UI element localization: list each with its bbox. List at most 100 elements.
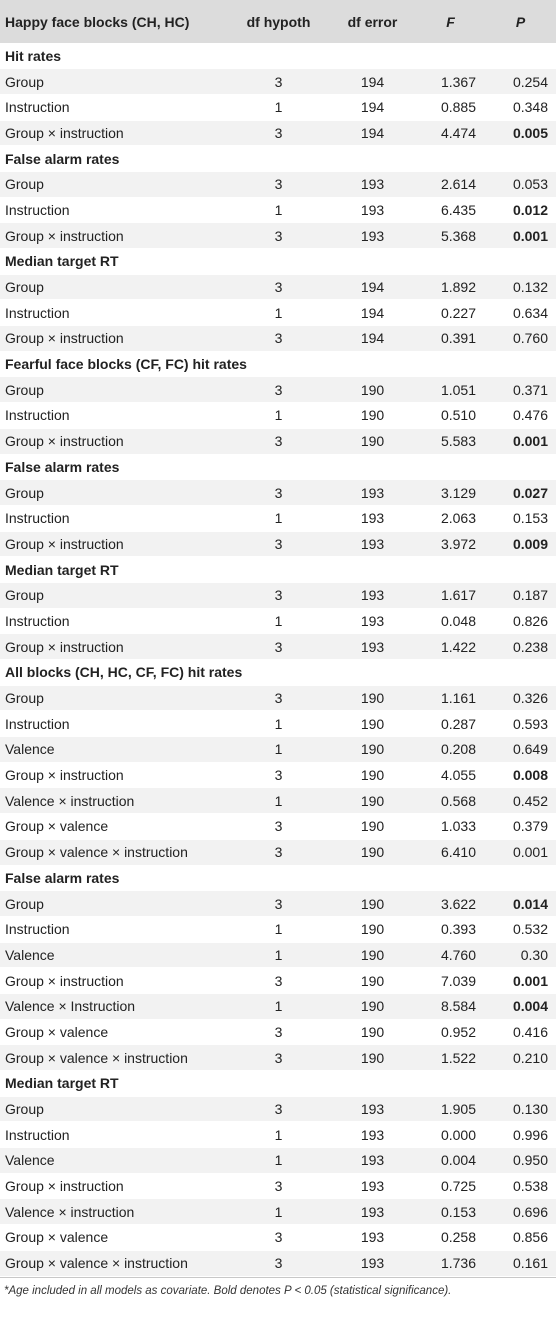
section-label: False alarm rates <box>5 869 120 886</box>
table-row: Group × instruction 3 190 5.583 0.001 <box>0 428 556 454</box>
header-f: F <box>446 13 455 30</box>
df-error-cell: 194 <box>360 330 385 347</box>
table-row: Group × valence × instruction 3 193 1.736 0.… <box>0 1250 556 1276</box>
f-value-cell: 3.972 <box>440 535 476 552</box>
df-error-cell: 190 <box>360 921 385 938</box>
effect-cell: Instruction <box>5 304 70 321</box>
effect-cell: Instruction <box>5 612 70 629</box>
table-row: Group × instruction 3 193 0.725 0.538 <box>0 1173 556 1199</box>
f-value-cell: 0.153 <box>440 1203 476 1220</box>
df-hypoth-cell: 1 <box>274 612 283 629</box>
section-label: False alarm rates <box>5 458 120 475</box>
df-error-cell: 193 <box>360 535 385 552</box>
p-value-cell: 0.187 <box>512 587 548 604</box>
table-row: Group × valence × instruction 3 190 6.410 0.… <box>0 839 556 865</box>
effect-cell: Group <box>5 587 44 604</box>
p-value-cell: 0.210 <box>512 1049 548 1066</box>
table-row: Group × instruction 3 193 5.368 0.001 <box>0 222 556 249</box>
effect-cell: Group × valence × instruction <box>5 1049 188 1066</box>
table-row: Group 3 190 1.051 0.371 <box>0 376 556 403</box>
section-label: Fearful face blocks (CF, FC) hit rates <box>5 356 247 373</box>
f-value-cell: 0.510 <box>440 407 476 424</box>
df-hypoth-cell: 3 <box>274 767 283 784</box>
section-row: False alarm rates <box>0 865 556 891</box>
table-row: Group 3 194 1.367 0.254 <box>0 68 556 95</box>
p-value-cell: 0.538 <box>512 1178 548 1195</box>
table-row: Valence × Instruction 1 190 8.584 0.004 <box>0 993 556 1020</box>
section-row: All blocks (CH, HC, CF, FC) hit rates <box>0 660 556 686</box>
table-row: Group × valence 3 193 0.258 0.856 <box>0 1225 556 1251</box>
effect-cell: Instruction <box>5 99 70 116</box>
f-value-cell: 2.063 <box>440 510 476 527</box>
f-value-cell: 8.584 <box>440 998 476 1015</box>
p-value-cell: 0.649 <box>512 741 548 758</box>
df-hypoth-cell: 3 <box>274 484 283 501</box>
effect-cell: Group × valence × instruction <box>5 1255 188 1272</box>
p-value-cell: 0.826 <box>512 612 548 629</box>
table-row: Group 3 190 3.622 0.014 <box>0 890 556 917</box>
section-row: Median target RT <box>0 557 556 583</box>
p-value-cell: 0.153 <box>512 510 548 527</box>
p-value-cell: 0.053 <box>512 176 548 193</box>
df-hypoth-cell: 3 <box>274 227 283 244</box>
table-row: Group × valence 3 190 1.033 0.379 <box>0 814 556 840</box>
effect-cell: Group × instruction <box>5 972 124 989</box>
effect-cell: Group <box>5 73 44 90</box>
table-row: Instruction 1 193 2.063 0.153 <box>0 505 556 532</box>
p-value-cell: 0.326 <box>512 690 548 707</box>
p-value-cell: 0.696 <box>512 1203 548 1220</box>
p-value-cell: 0.760 <box>512 330 548 347</box>
table-row: Group × instruction 3 194 4.474 0.005 <box>0 120 556 146</box>
df-error-cell: 190 <box>360 895 385 912</box>
f-value-cell: 0.287 <box>440 715 476 732</box>
df-error-cell: 190 <box>360 998 385 1015</box>
df-hypoth-cell: 3 <box>274 690 283 707</box>
effect-cell: Group <box>5 381 44 398</box>
df-error-cell: 193 <box>360 484 385 501</box>
p-value-cell: 0.130 <box>512 1101 548 1118</box>
df-hypoth-cell: 1 <box>274 1152 283 1169</box>
f-value-cell: 4.055 <box>440 767 476 784</box>
table-row: Instruction 1 194 0.885 0.348 <box>0 94 556 121</box>
effect-cell: Valence <box>5 946 55 963</box>
f-value-cell: 3.129 <box>440 484 476 501</box>
f-value-cell: 2.614 <box>440 176 476 193</box>
f-value-cell: 0.048 <box>440 612 476 629</box>
section-label: Median target RT <box>5 561 119 578</box>
df-error-cell: 194 <box>360 124 385 141</box>
p-value-cell: 0.254 <box>512 73 548 90</box>
table-row: Group × valence 3 190 0.952 0.416 <box>0 1019 556 1045</box>
table-footnote: *Age included in all models as covariate… <box>0 1276 556 1304</box>
table-row: Group 3 194 1.892 0.132 <box>0 274 556 300</box>
effect-cell: Valence × Instruction <box>5 998 136 1015</box>
df-error-cell: 193 <box>360 612 385 629</box>
p-value-cell: 0.009 <box>512 535 548 552</box>
df-error-cell: 190 <box>360 690 385 707</box>
df-hypoth-cell: 3 <box>274 535 283 552</box>
p-value-cell: 0.001 <box>512 972 548 989</box>
p-value-cell: 0.950 <box>512 1152 548 1169</box>
df-hypoth-cell: 3 <box>274 279 283 296</box>
table-row: Valence 1 193 0.004 0.950 <box>0 1147 556 1174</box>
table-row: Valence 1 190 0.208 0.649 <box>0 736 556 763</box>
table-row: Valence × instruction 1 193 0.153 0.696 <box>0 1198 556 1225</box>
effect-cell: Group × instruction <box>5 227 124 244</box>
header-df-error: df error <box>347 13 398 30</box>
table-row: Instruction 1 190 0.510 0.476 <box>0 403 556 429</box>
df-error-cell: 190 <box>360 767 385 784</box>
p-value-cell: 0.132 <box>512 279 548 296</box>
df-hypoth-cell: 3 <box>274 1229 283 1246</box>
section-label: Median target RT <box>5 1075 119 1092</box>
effect-cell: Group <box>5 895 44 912</box>
p-value-cell: 0.027 <box>512 484 548 501</box>
df-error-cell: 190 <box>360 946 385 963</box>
df-hypoth-cell: 3 <box>274 1178 283 1195</box>
f-value-cell: 3.622 <box>440 895 476 912</box>
section-row: False alarm rates <box>0 454 556 480</box>
df-hypoth-cell: 1 <box>274 921 283 938</box>
f-value-cell: 0.568 <box>440 792 476 809</box>
f-value-cell: 0.000 <box>440 1126 476 1143</box>
f-value-cell: 1.617 <box>440 587 476 604</box>
table-row: Instruction 1 190 0.393 0.532 <box>0 916 556 943</box>
effect-cell: Group × valence <box>5 1229 109 1246</box>
